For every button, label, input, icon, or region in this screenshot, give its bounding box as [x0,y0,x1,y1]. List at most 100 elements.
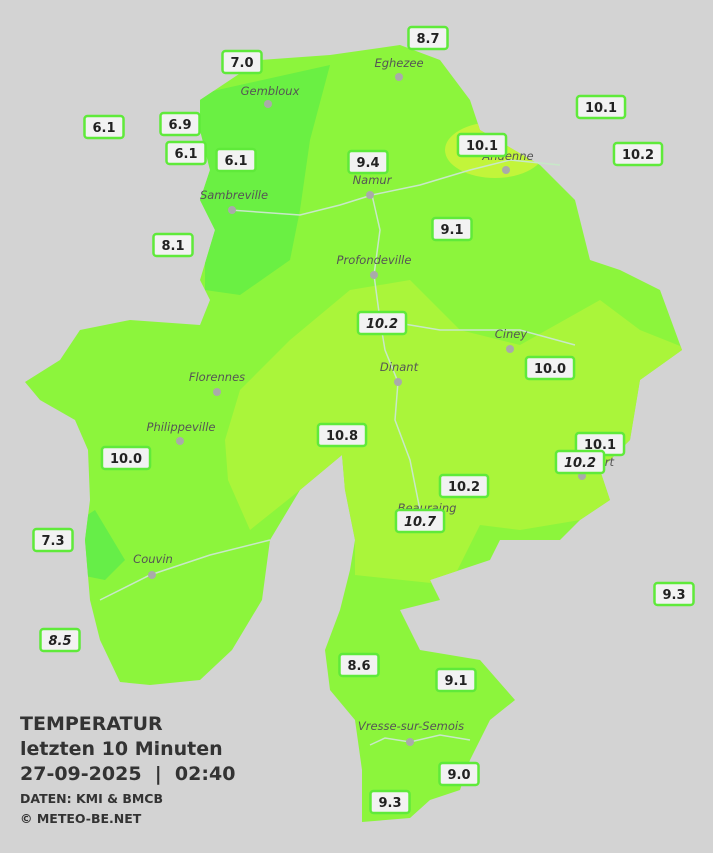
station-box [316,422,368,448]
station: 10.1 [575,94,627,120]
station: 6.1 [215,147,257,173]
city-dot [370,271,378,279]
station-value: 9.4 [356,156,379,171]
station-box [32,527,74,553]
station: 10.0 [100,445,152,471]
city-dot [213,388,221,396]
station-box [100,445,152,471]
station-value: 9.1 [444,674,467,689]
station-value: 6.9 [168,118,191,133]
source: DATEN: KMI & BMCB [20,791,163,806]
station: 8.5 [39,627,81,653]
station-value: 10.0 [534,362,566,377]
station-box [356,310,408,336]
station-value: 9.1 [440,223,463,238]
river [371,194,421,511]
station-box [215,147,257,173]
city-label: Dinant [380,360,419,374]
station: 9.0 [438,761,480,787]
subtitle: letzten 10 Minuten [20,738,223,760]
river [379,319,576,346]
station: 7.3 [32,527,74,553]
city-label: Florennes [189,370,245,384]
city-dot [228,206,236,214]
station-value: 6.1 [92,121,115,136]
station-value: 9.0 [447,768,470,783]
city-label: Eghezee [374,56,423,70]
station-value: 9.3 [378,796,401,811]
station: 10.8 [316,422,368,448]
station-box [83,114,125,140]
station-value: 10.8 [326,429,358,444]
city-label: Profondeville [337,253,412,267]
station: 8.6 [338,652,380,678]
station-value: 10.2 [448,480,480,495]
station: 10.2 [356,310,408,336]
station-value: 10.2 [564,456,596,471]
zone-cool [80,510,125,580]
station-box [456,132,508,158]
station-box [435,667,477,693]
station-box [612,141,664,167]
station-value: 10.0 [110,452,142,467]
city-dot [176,437,184,445]
station: 10.1 [456,132,508,158]
station: 6.9 [159,111,201,137]
river [229,159,561,216]
station-value: 10.1 [585,101,617,116]
city-dot [506,345,514,353]
station: 8.1 [152,232,194,258]
city-dot [395,73,403,81]
station-value: 8.1 [161,239,184,254]
station-box [407,25,449,51]
station: 6.1 [165,140,207,166]
station: 10.2 [612,141,664,167]
city-dot [406,738,414,746]
city-label: Ciney [495,327,528,341]
city-label: Vresse-sur-Semois [358,719,464,733]
city-label: Sambreville [200,188,268,202]
station-value: 8.7 [416,32,439,47]
station: 9.1 [435,667,477,693]
station-value: 9.3 [662,588,685,603]
station-value: 10.1 [584,438,616,453]
station: 10.1 [574,431,626,457]
city-dot [366,191,374,199]
station-value: 8.6 [347,659,370,674]
station: 7.0 [221,49,263,75]
river [99,539,271,601]
title: TEMPERATUR [20,713,163,735]
station-box [653,581,695,607]
station-box [431,216,473,242]
station-box [438,761,480,787]
copyright: © METEO-BE.NET [20,811,142,826]
station-value: 7.3 [41,534,64,549]
city-dot [148,571,156,579]
station-box [394,508,446,534]
station-value: 10.7 [404,515,437,530]
zone-warm [225,280,682,585]
temperature-zones [80,65,682,585]
station-value: 6.1 [174,147,197,162]
station-value: 7.0 [230,56,253,71]
station-box [347,149,389,175]
city-dot [394,378,402,386]
station: 8.7 [407,25,449,51]
station-box [152,232,194,258]
station: 10.2 [554,449,606,475]
station-box [221,49,263,75]
station-box [338,652,380,678]
datetime: 27-09-2025 | 02:40 [20,763,235,785]
station-value: 10.2 [622,148,654,163]
station: 10.0 [524,355,576,381]
station: 6.1 [83,114,125,140]
station: 10.7 [394,508,446,534]
station-box [554,449,606,475]
station-box [165,140,207,166]
city-label: Couvin [133,552,173,566]
station-value: 6.1 [224,154,247,169]
station-box [159,111,201,137]
station: 9.3 [653,581,695,607]
legend-block: TEMPERATUR letzten 10 Minuten 27-09-2025… [20,713,235,826]
